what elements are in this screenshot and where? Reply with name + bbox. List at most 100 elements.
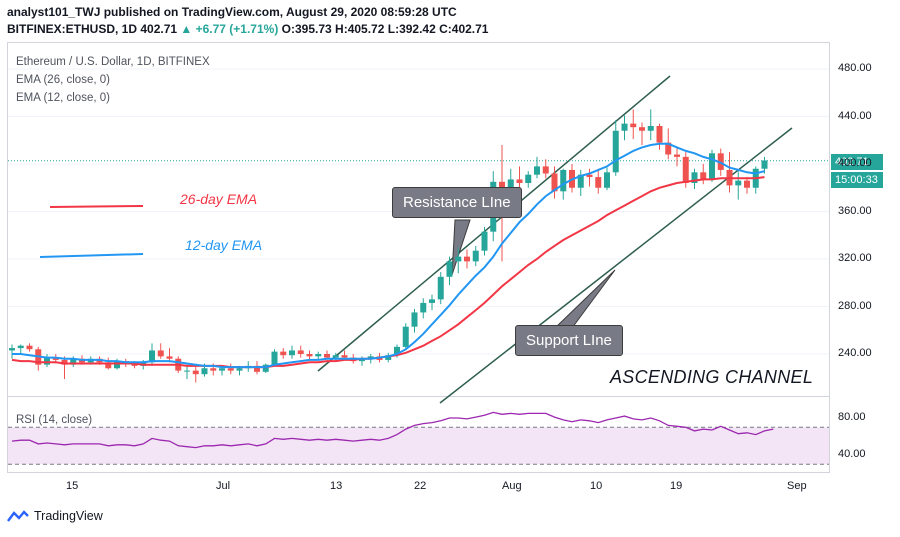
candle-body [472, 250, 479, 262]
candle-body [534, 166, 540, 175]
candle-body [551, 173, 558, 192]
x-tick-label: Sep [787, 480, 807, 492]
candle-body [306, 354, 313, 357]
publish-info: analyst101_TWJ published on TradingView.… [7, 5, 457, 19]
candle-body [761, 160, 768, 169]
support-pointer [553, 269, 616, 329]
candle-body [262, 364, 269, 372]
rsi-tick-label: 80.00 [838, 411, 866, 423]
candle-body [717, 153, 724, 170]
x-tick-label: 10 [590, 480, 603, 492]
legend-rsi: RSI (14, close) [16, 414, 93, 426]
y-tick-label: 240.00 [838, 347, 872, 359]
candle-body [542, 166, 549, 174]
x-tick-label: 13 [330, 480, 343, 492]
legend-ema26: EMA (26, close, 0) [16, 74, 110, 86]
tradingview-icon [7, 510, 29, 522]
rsi-pane[interactable] [7, 396, 830, 473]
candle-body [367, 356, 374, 359]
tradingview-brand: TradingView [34, 509, 103, 523]
candle-body [149, 350, 155, 363]
ema12-legend-line [39, 253, 144, 258]
candle-body [709, 153, 715, 180]
candle-body [332, 355, 339, 358]
candle-body [105, 362, 112, 369]
candle-body [210, 368, 217, 371]
support-line-callout: Support LIne [515, 325, 623, 356]
y-tick-label: 320.00 [838, 252, 872, 264]
candle-body [595, 177, 602, 188]
candle-body [560, 169, 567, 192]
candle-body [280, 351, 287, 356]
candle-body [516, 179, 523, 183]
candle-body [630, 123, 637, 128]
candle-body [315, 354, 322, 357]
candle-body [429, 299, 435, 303]
candle-body [201, 368, 208, 375]
candle-body [61, 359, 68, 365]
candle-body [9, 348, 15, 351]
candle-body [700, 172, 707, 180]
price-change: ▲ +6.77 (+1.71%) [180, 22, 279, 36]
candle-body [744, 180, 750, 188]
candle-body [184, 370, 190, 372]
candle-body [420, 302, 427, 313]
ema26-legend-line [49, 205, 144, 208]
candle-body [446, 261, 453, 277]
candle-body [604, 172, 610, 188]
ema12-line [12, 142, 765, 369]
candle-body [647, 126, 654, 131]
support-line [439, 127, 793, 404]
rsi-band [8, 427, 829, 465]
candle-body [682, 156, 689, 183]
candle-body [665, 142, 672, 155]
x-tick-label: 19 [670, 480, 683, 492]
tradingview-logo[interactable]: TradingView [7, 509, 103, 523]
candle-body [359, 358, 365, 362]
legend-ema12: EMA (12, close, 0) [16, 92, 110, 104]
x-tick-label: 15 [66, 480, 79, 492]
y-tick-label: 280.00 [838, 299, 872, 312]
ascending-channel-label: ASCENDING CHANNEL [610, 367, 814, 387]
ema26-annotation: 26-day EMA [180, 191, 258, 207]
candle-body [481, 231, 488, 251]
y-tick-label: 440.00 [838, 109, 872, 122]
candle-body [114, 361, 120, 369]
candle-body [131, 363, 138, 366]
last-price-tag: 402.71 [831, 154, 883, 170]
candle-body [44, 357, 50, 365]
candle-body [394, 346, 400, 356]
candle-body [341, 355, 348, 358]
candle-body [70, 358, 77, 365]
candle-body [612, 130, 619, 173]
symbol-ohlc: BITFINEX:ETHUSD, 1D 402.71 ▲ +6.77 (+1.7… [7, 22, 488, 36]
candle-body [402, 326, 409, 347]
y-tick-label: 400.00 [838, 157, 872, 169]
candle-body [254, 365, 260, 372]
y-tick-label: 480.00 [838, 62, 872, 74]
candle-body [17, 345, 24, 349]
ohlc-values: O:395.73 H:405.72 L:392.42 C:402.71 [281, 22, 489, 36]
candle-body [586, 174, 593, 178]
resistance-line-callout: Resistance LIne [392, 187, 522, 218]
countdown-tag: 15:00:33 [831, 172, 883, 188]
candle-body [26, 345, 33, 350]
symbol-price: BITFINEX:ETHUSD, 1D 402.71 [7, 22, 178, 36]
candle-body [455, 256, 462, 262]
x-tick-label: 22 [414, 480, 427, 492]
candle-body [227, 368, 234, 371]
candle-body [577, 174, 584, 188]
candle-body [236, 368, 243, 371]
candle-body [674, 154, 680, 157]
candle-body [297, 350, 304, 354]
candle-body [192, 370, 199, 375]
ema12-annotation: 12-day EMA [185, 237, 263, 253]
candle-body [411, 312, 418, 327]
candle-body [219, 368, 225, 371]
y-tick-label: 360.00 [838, 204, 872, 217]
candle-body [621, 123, 628, 131]
candle-body [271, 351, 278, 365]
rsi-tick-label: 40.00 [838, 448, 866, 460]
candle-body [525, 174, 532, 183]
